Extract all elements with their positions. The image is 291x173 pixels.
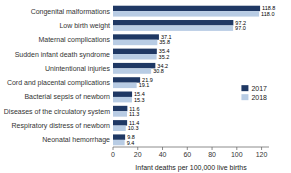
bar xyxy=(113,11,259,16)
bar xyxy=(113,140,125,145)
data-label: 35.8 xyxy=(159,39,170,45)
bar xyxy=(113,106,127,111)
legend-label: 2017 xyxy=(251,85,267,92)
x-tick-label: 40 xyxy=(159,151,167,158)
x-tick xyxy=(187,147,188,150)
legend-label: 2018 xyxy=(251,94,267,101)
x-tick-label: 20 xyxy=(134,151,142,158)
x-tick xyxy=(113,147,114,150)
category-label: Bacterial sepsis of newborn xyxy=(24,93,110,101)
data-label: 19.1 xyxy=(139,82,150,88)
bar xyxy=(113,20,233,25)
bar xyxy=(113,6,260,11)
x-tick-label: 120 xyxy=(256,151,268,158)
legend: 2017 2018 xyxy=(241,85,267,101)
category-label: Sudden infant death syndrome xyxy=(15,51,110,59)
bar xyxy=(113,68,151,73)
data-labels: 9.811.411.615.421.934.235.437.197.2118.8… xyxy=(127,5,276,145)
category-label: Cord and placental complications xyxy=(7,79,111,87)
x-tick-label: 0 xyxy=(111,151,115,158)
category-label: Respiratory distress of newborn xyxy=(12,122,111,130)
bars xyxy=(113,6,260,146)
bar xyxy=(113,83,137,88)
bar xyxy=(113,77,140,82)
x-axis-label: Infant deaths per 100,000 live births xyxy=(135,164,247,172)
data-label: 11.3 xyxy=(129,111,139,117)
bar xyxy=(113,49,157,54)
bar xyxy=(113,54,157,59)
data-label: 9.4 xyxy=(127,140,135,146)
category-label: Neonatal hemorrhage xyxy=(42,136,110,144)
data-label: 118.0 xyxy=(261,11,274,17)
bar xyxy=(113,120,127,125)
category-label: Diseases of the circulatory system xyxy=(4,108,110,116)
category-label: Congenital malformations xyxy=(31,8,111,16)
bar xyxy=(113,34,159,39)
data-label: 10.3 xyxy=(128,125,139,131)
bar xyxy=(113,92,132,97)
legend-swatch xyxy=(241,85,248,91)
chart: Neonatal hemorrhage Respiratory distress … xyxy=(0,0,291,173)
x-tick xyxy=(162,147,163,150)
bar xyxy=(113,134,125,139)
bar xyxy=(113,25,233,30)
x-tick-label: 80 xyxy=(208,151,216,158)
category-label: Unintentional injuries xyxy=(45,65,110,73)
data-label: 97.0 xyxy=(235,25,246,31)
x-tick xyxy=(261,147,262,150)
category-label: Low birth weight xyxy=(59,22,110,30)
x-axis-line xyxy=(113,147,269,148)
x-tick xyxy=(236,147,237,150)
data-label: 35.2 xyxy=(159,54,170,60)
bar xyxy=(113,126,126,131)
data-label: 30.8 xyxy=(153,68,164,74)
x-tick-label: 100 xyxy=(231,151,243,158)
bar xyxy=(113,63,155,68)
legend-swatch xyxy=(241,94,248,100)
x-tick xyxy=(212,147,213,150)
bar xyxy=(113,111,127,116)
bar xyxy=(113,40,157,45)
data-label: 15.3 xyxy=(134,97,145,103)
x-tick-label: 60 xyxy=(183,151,191,158)
x-tick xyxy=(137,147,138,150)
bar xyxy=(113,97,132,102)
category-label: Maternal complications xyxy=(38,36,110,44)
